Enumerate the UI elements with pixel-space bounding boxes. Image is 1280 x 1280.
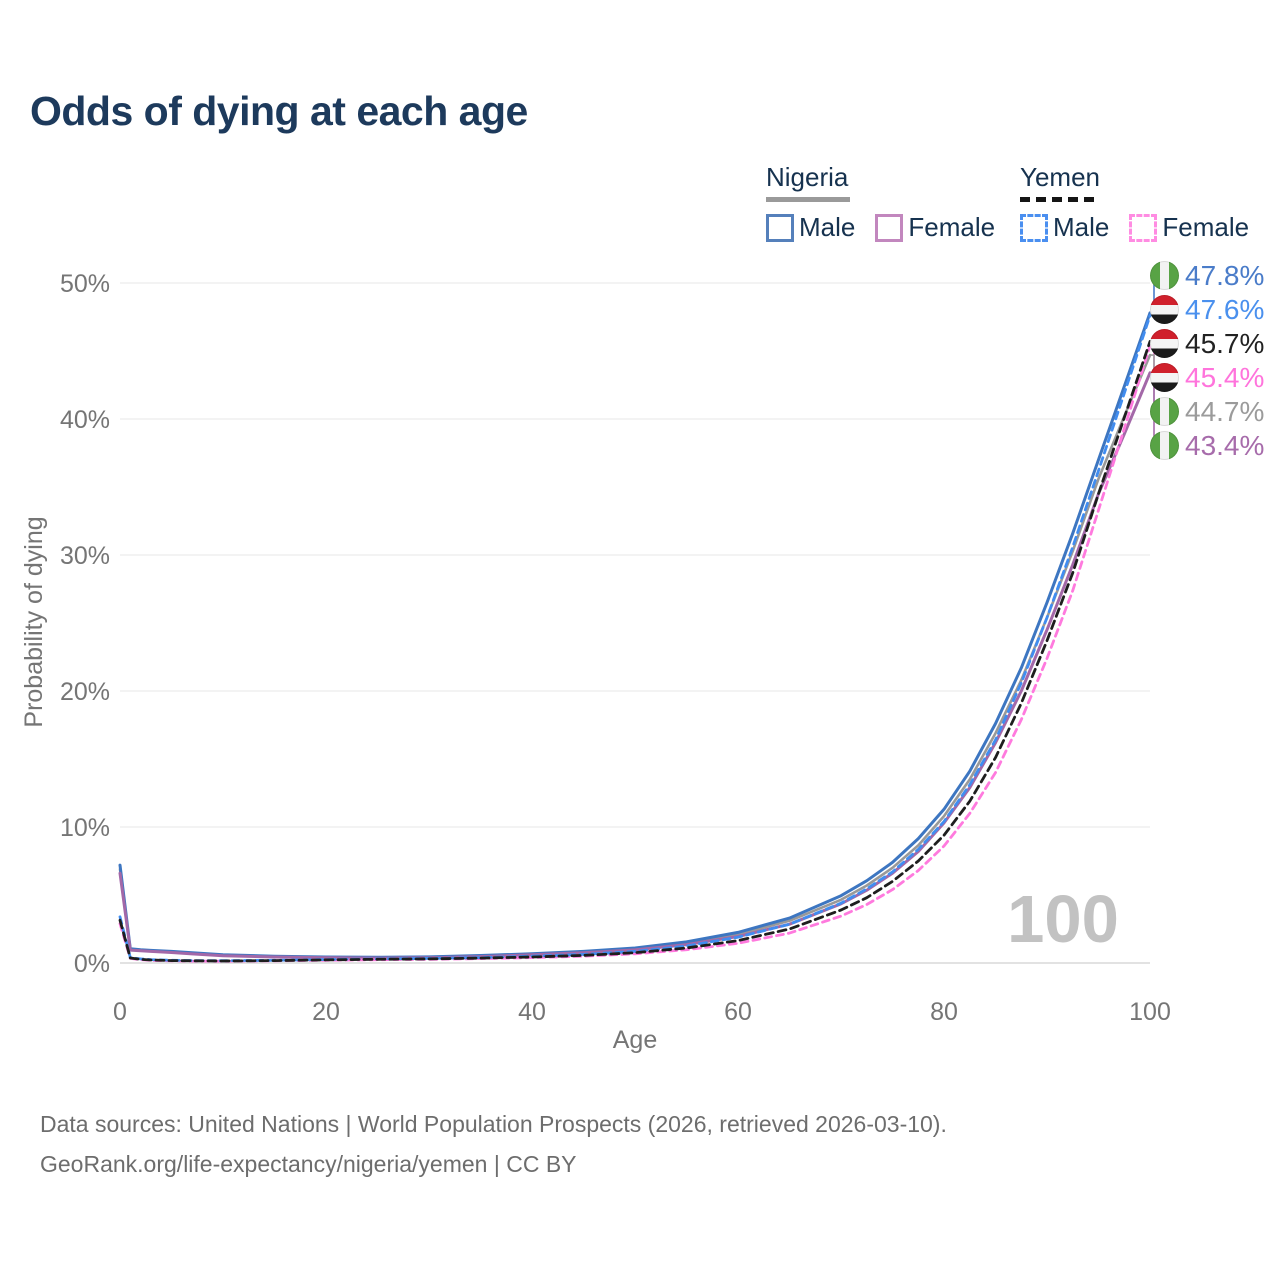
y-tick-label: 10% [60,814,110,842]
gridlines [120,282,1150,964]
x-tick-label: 80 [930,998,958,1026]
legend-country-nigeria: Nigeria [766,162,849,192]
nigeria-female-swatch[interactable] [875,213,904,242]
series-line-nigeria-female[interactable] [118,371,1152,960]
y-axis-title: Probability of dying [20,516,48,727]
y-tick-label: 40% [60,406,110,434]
axis-ticks: 0% 10% 20% 30% 40% 50% 0 20 40 60 80 100 [60,270,1171,1026]
y-tick-label: 50% [60,270,110,298]
series-lines [118,311,1152,963]
end-label-row: 45.4% [1150,362,1264,393]
legend-row-nigeria: Male Female [766,212,995,243]
x-tick-label: 100 [1129,998,1171,1026]
y-tick-label: 20% [60,678,110,706]
nigeria-flag-icon [1150,431,1179,460]
nigeria-flag-icon [1150,397,1179,426]
end-label-row: 44.7% [1150,396,1264,427]
x-tick-label: 0 [113,998,127,1026]
nigeria-flag-icon [1150,261,1179,290]
series-line-nigeria-male[interactable] [118,311,1152,959]
legend-group-nigeria: Nigeria Male Female [766,162,995,243]
legend-label-nigeria-male[interactable]: Male [799,212,856,242]
yemen-dashed-line-swatch [1020,197,1100,202]
x-tick-label: 20 [312,998,340,1026]
end-value: 45.4% [1185,361,1265,393]
nigeria-male-swatch[interactable] [766,213,794,242]
series-line-yemen-all[interactable] [118,340,1152,963]
yemen-flag-icon [1150,295,1179,324]
end-value: 47.8% [1185,259,1265,291]
legend-group-yemen: Yemen Male Female [1020,162,1249,243]
legend-label-yemen-female[interactable]: Female [1162,212,1250,242]
legend-country-yemen: Yemen [1020,162,1100,192]
source-line-1: Data sources: United Nations | World Pop… [40,1111,947,1137]
end-label-row: 47.6% [1150,294,1264,325]
x-axis-title: Age [613,1026,657,1054]
source-attribution: Data sources: United Nations | World Pop… [40,1104,947,1184]
hovered-age-watermark: 100 [1007,882,1119,957]
end-label-row: 45.7% [1150,328,1264,359]
source-line-2: GeoRank.org/life-expectancy/nigeria/yeme… [40,1151,577,1177]
end-label-row: 47.8% [1150,260,1264,291]
y-tick-label: 30% [60,542,110,570]
x-tick-label: 60 [724,998,752,1026]
nigeria-solid-line-swatch [766,197,850,202]
x-tick-label: 40 [518,998,546,1026]
end-value: 47.6% [1185,293,1265,325]
yemen-male-swatch[interactable] [1020,213,1048,242]
end-value: 43.4% [1185,429,1265,461]
legend-label-nigeria-female[interactable]: Female [908,212,996,242]
series-line-yemen-female[interactable] [118,344,1152,963]
page-title: Odds of dying at each age [30,88,528,134]
yemen-flag-icon [1150,363,1179,392]
end-value: 44.7% [1185,395,1265,427]
series-line-yemen-male[interactable] [118,314,1152,963]
legend-row-yemen: Male Female [1020,212,1249,243]
end-value: 45.7% [1185,327,1265,359]
legend-label-yemen-male[interactable]: Male [1053,212,1110,242]
yemen-female-swatch[interactable] [1129,213,1158,242]
end-label-row: 43.4% [1150,430,1264,461]
yemen-flag-icon [1150,329,1179,358]
y-tick-label: 0% [74,950,110,978]
series-line-nigeria-all[interactable] [118,353,1152,959]
